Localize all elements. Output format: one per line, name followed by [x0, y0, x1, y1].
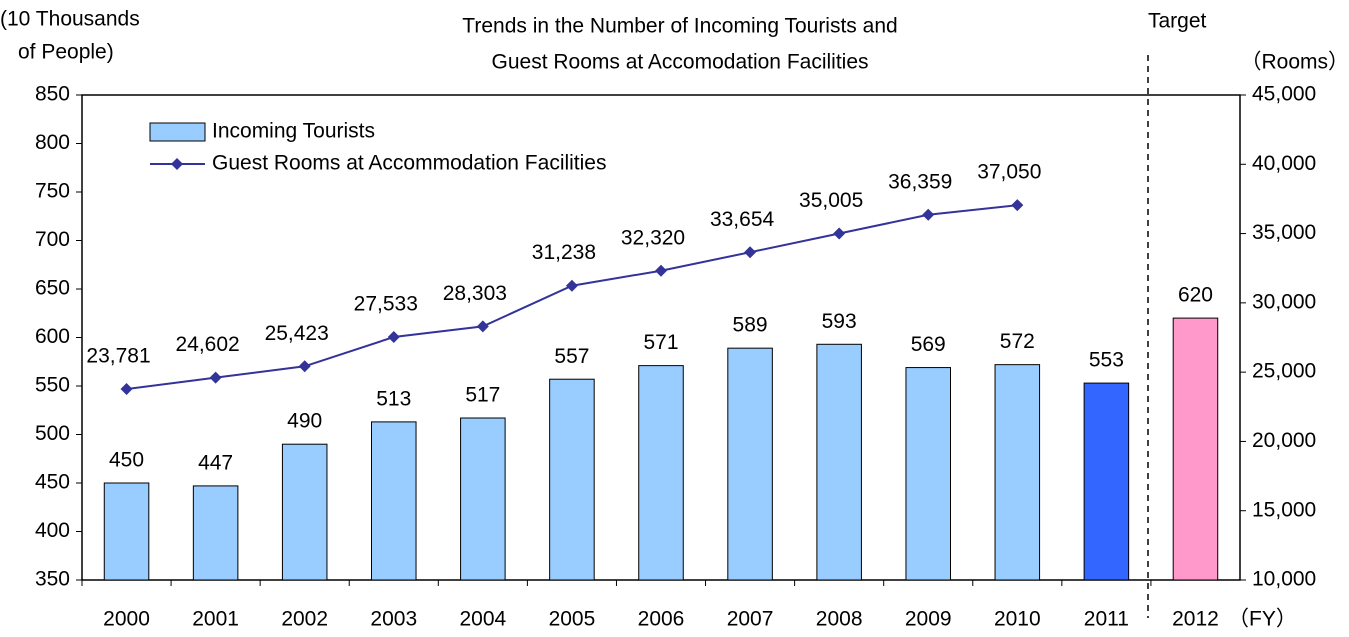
y2-tick-label: 20,000: [1252, 429, 1316, 452]
y2-axis-label: （Rooms）: [1240, 51, 1349, 74]
data-label: 490: [287, 410, 322, 433]
legend-label: Incoming Tourists: [212, 120, 375, 143]
marker: [833, 227, 846, 240]
legend-label: Guest Rooms at Accommodation Facilities: [212, 152, 607, 175]
bar: [281, 443, 328, 581]
marker: [476, 320, 489, 333]
data-label: 572: [1000, 330, 1035, 353]
marker: [120, 383, 133, 396]
bar: [816, 343, 862, 581]
marker: [744, 246, 757, 259]
data-label: 589: [733, 314, 768, 337]
data-label: 32,320: [621, 226, 685, 249]
x-tick-label: 2012: [1172, 608, 1219, 631]
marker: [298, 360, 311, 373]
bar: [549, 378, 595, 581]
data-label: 513: [376, 387, 411, 410]
y-tick-label: 450: [35, 471, 70, 494]
data-label: 37,050: [977, 161, 1041, 184]
y2-tick-label: 40,000: [1252, 152, 1316, 175]
y2-tick-label: 10,000: [1252, 568, 1316, 591]
marker: [1011, 199, 1024, 212]
data-label: 33,654: [710, 208, 775, 231]
y-tick-label: 600: [35, 325, 70, 348]
data-label: 450: [109, 449, 144, 472]
marker: [387, 331, 400, 344]
annotation: Target: [1148, 10, 1207, 33]
bar: [460, 417, 506, 581]
data-label: 557: [554, 345, 589, 368]
y-tick-label: 850: [35, 83, 70, 106]
marker: [209, 371, 222, 384]
data-label: 24,602: [175, 333, 239, 356]
data-label: 25,423: [265, 322, 329, 345]
x-tick-label: 2011: [1084, 608, 1129, 631]
bar: [103, 482, 150, 581]
x-axis-label: （FY）: [1228, 608, 1297, 631]
y2-tick-label: 35,000: [1252, 221, 1316, 244]
bar: [1172, 317, 1219, 581]
data-label: 447: [198, 451, 233, 474]
x-tick-label: 2003: [370, 608, 417, 631]
y-axis-label: (10 Thousands: [0, 8, 140, 31]
bar: [994, 364, 1041, 581]
data-label: 553: [1089, 349, 1124, 372]
marker: [565, 279, 578, 292]
x-tick-label: 2002: [281, 608, 328, 631]
legend-marker: [171, 158, 183, 170]
data-label: 569: [911, 333, 946, 356]
marker: [922, 208, 935, 221]
legend-swatch: [149, 122, 206, 142]
x-tick-label: 2001: [192, 608, 239, 631]
data-label: 620: [1178, 284, 1213, 307]
chart-title: Trends in the Number of Incoming Tourist…: [462, 15, 897, 38]
data-label: 35,005: [799, 189, 863, 212]
bar: [905, 367, 952, 581]
data-label: 517: [465, 384, 500, 407]
y2-tick-label: 25,000: [1252, 360, 1316, 383]
x-tick-label: 2007: [727, 608, 774, 631]
data-label: 571: [643, 331, 678, 354]
x-tick-label: 2005: [549, 608, 596, 631]
x-tick-label: 2004: [459, 608, 506, 631]
y2-tick-label: 45,000: [1252, 83, 1316, 106]
data-label: 23,781: [86, 345, 150, 368]
x-tick-label: 2000: [103, 608, 150, 631]
bar: [192, 485, 239, 581]
bar: [371, 421, 417, 581]
data-label: 27,533: [354, 293, 418, 316]
chart-title: Guest Rooms at Accomodation Facilities: [492, 51, 869, 74]
data-label: 593: [822, 310, 857, 333]
data-label: 28,303: [443, 282, 507, 305]
x-tick-label: 2008: [816, 608, 863, 631]
y2-tick-label: 30,000: [1252, 290, 1316, 313]
y-tick-label: 550: [35, 374, 70, 397]
y-tick-label: 400: [35, 519, 70, 542]
y-tick-label: 700: [35, 228, 70, 251]
y-axis-label: of People): [18, 41, 114, 64]
data-label: 36,359: [888, 170, 952, 193]
x-tick-label: 2006: [638, 608, 685, 631]
y-tick-label: 750: [35, 180, 70, 203]
marker: [655, 264, 667, 277]
x-tick-label: 2009: [905, 608, 952, 631]
y-tick-label: 500: [35, 422, 70, 445]
y2-tick-label: 15,000: [1252, 498, 1316, 521]
bar: [727, 347, 773, 581]
bar: [1083, 382, 1130, 581]
y-tick-label: 650: [35, 277, 70, 300]
data-label: 31,238: [532, 241, 596, 264]
y-tick-label: 350: [35, 568, 70, 591]
bar: [638, 365, 684, 581]
y-tick-label: 800: [35, 131, 70, 154]
x-tick-label: 2010: [994, 608, 1041, 631]
